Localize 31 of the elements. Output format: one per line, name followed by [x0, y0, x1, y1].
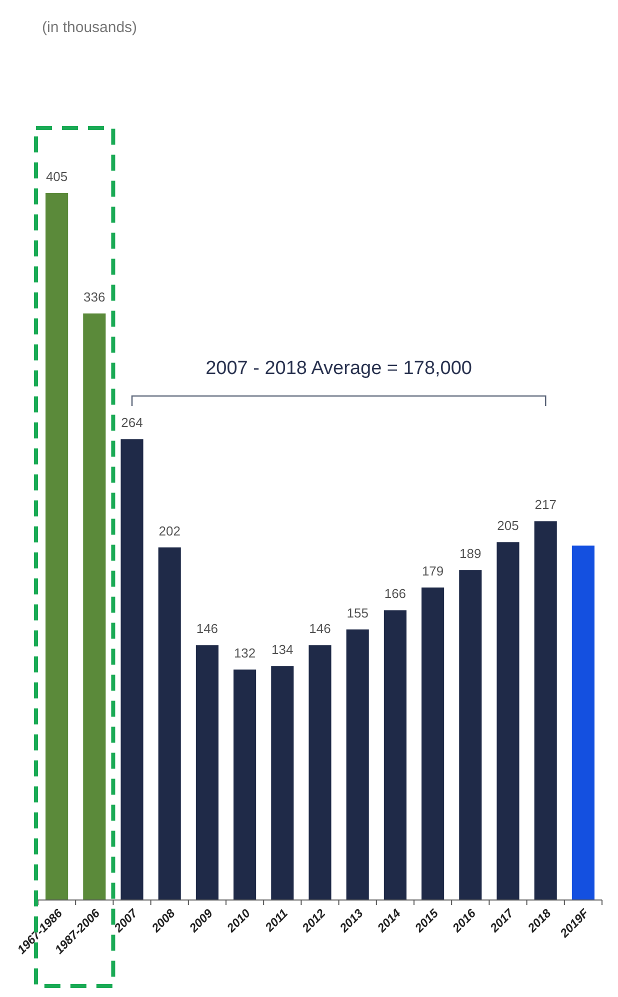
bar: [572, 546, 594, 900]
bar: [120, 439, 144, 900]
bar: [158, 547, 181, 900]
data-label: 264: [121, 415, 143, 430]
bar: [308, 645, 332, 900]
data-label: 202: [158, 523, 180, 538]
bar: [496, 542, 520, 900]
data-label: 134: [272, 642, 294, 658]
annotation: 2007 - 2018 Average = 178,000: [206, 358, 472, 379]
data-label: 205: [497, 518, 519, 534]
data-label: 146: [196, 621, 218, 636]
data-label: 179: [422, 564, 444, 579]
bar: [384, 610, 406, 900]
bar: [422, 588, 444, 900]
bar: [346, 629, 369, 900]
bar: [459, 570, 482, 900]
data-label: 155: [346, 605, 368, 620]
data-label: 217: [534, 497, 556, 512]
bar: [271, 666, 294, 900]
bar: [83, 313, 106, 900]
data-label: 132: [234, 646, 256, 661]
chart-subtitle: (in thousands): [42, 19, 138, 36]
data-label: 146: [309, 621, 331, 636]
data-label: 166: [384, 586, 406, 602]
bar: [196, 645, 218, 900]
data-label: 336: [84, 289, 106, 304]
bar: [46, 193, 68, 900]
bar: [534, 521, 557, 900]
data-label: 405: [46, 169, 68, 184]
data-label: 189: [460, 546, 482, 562]
bar: [234, 670, 256, 900]
